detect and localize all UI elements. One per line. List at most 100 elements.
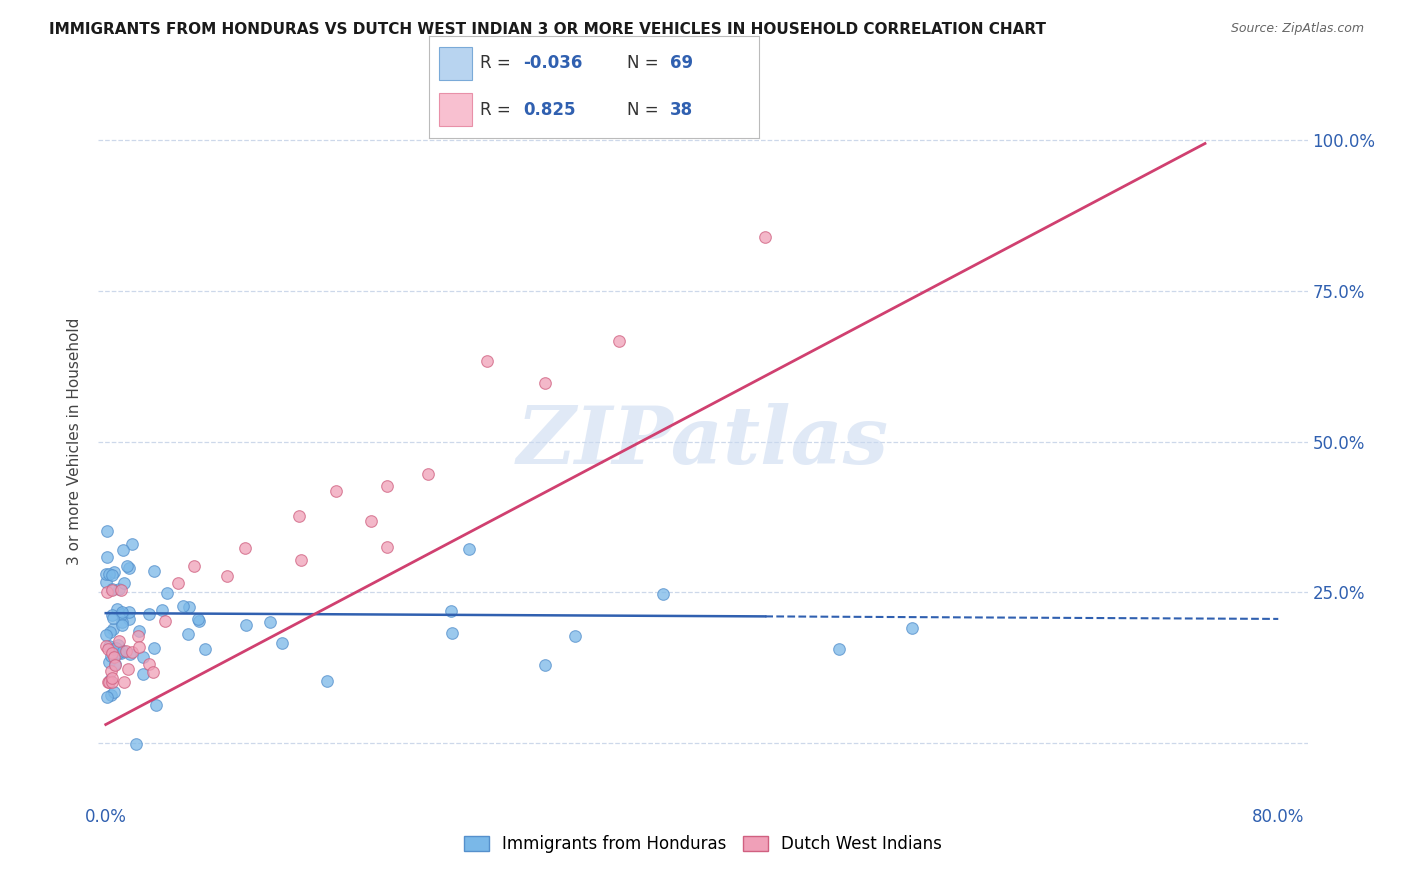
Point: [143, 641, 166, 656]
Point: [155, 586, 177, 600]
Point: [97, 675, 120, 690]
Point: [153, 614, 176, 628]
Point: [104, 657, 127, 671]
Point: [127, 629, 149, 643]
Bar: [439, 93, 472, 126]
Point: [98, 639, 121, 653]
Point: [94, 575, 117, 590]
Point: [101, 646, 124, 660]
Point: [98, 625, 121, 640]
Point: [235, 618, 257, 632]
Point: [142, 665, 165, 679]
Point: [440, 626, 463, 640]
Point: [143, 564, 166, 578]
Point: [138, 657, 160, 672]
Point: [117, 662, 139, 676]
Text: R =: R =: [479, 101, 516, 119]
Text: 69: 69: [671, 54, 693, 72]
Point: [128, 624, 150, 638]
Point: [458, 542, 481, 557]
Bar: [439, 47, 472, 79]
Point: [98, 673, 121, 687]
Point: [418, 467, 440, 481]
Point: [111, 615, 134, 630]
Point: [104, 641, 127, 656]
Point: [118, 561, 141, 575]
Point: [111, 618, 134, 632]
Text: IMMIGRANTS FROM HONDURAS VS DUTCH WEST INDIAN 3 OR MORE VEHICLES IN HOUSEHOLD CO: IMMIGRANTS FROM HONDURAS VS DUTCH WEST I…: [49, 22, 1046, 37]
Y-axis label: 3 or more Vehicles in Household: 3 or more Vehicles in Household: [67, 318, 83, 566]
Point: [94, 567, 117, 582]
Point: [107, 647, 129, 661]
Point: [290, 553, 312, 567]
Point: [138, 607, 160, 622]
Point: [100, 649, 122, 664]
Point: [125, 737, 148, 751]
Point: [607, 334, 630, 349]
Point: [101, 611, 124, 625]
Point: [96, 524, 118, 538]
Point: [259, 615, 281, 629]
Point: [98, 566, 121, 581]
Point: [101, 608, 124, 623]
Point: [96, 585, 118, 599]
Point: [145, 698, 167, 713]
Point: [183, 559, 205, 574]
Point: [375, 540, 398, 554]
Point: [112, 675, 135, 690]
Point: [101, 583, 124, 598]
Point: [101, 671, 124, 685]
Text: N =: N =: [627, 54, 664, 72]
Point: [98, 675, 121, 690]
Point: [104, 657, 127, 672]
Point: [111, 605, 134, 619]
Text: N =: N =: [627, 101, 664, 119]
Point: [97, 642, 120, 657]
Point: [121, 537, 143, 551]
Point: [100, 568, 122, 582]
Point: [111, 607, 134, 621]
Point: [564, 629, 586, 643]
Point: [101, 582, 124, 597]
Point: [121, 645, 143, 659]
Point: [100, 665, 122, 679]
Point: [111, 543, 134, 558]
Point: [375, 479, 398, 493]
Point: [440, 604, 463, 618]
Point: [110, 583, 132, 598]
Point: [120, 647, 142, 661]
Point: [651, 587, 673, 601]
Point: [194, 642, 217, 657]
Point: [115, 559, 138, 574]
Point: [128, 640, 150, 655]
Point: [112, 576, 135, 591]
Point: [475, 353, 498, 368]
Point: [97, 655, 120, 669]
Point: [111, 644, 134, 658]
Point: [177, 627, 200, 641]
Point: [103, 641, 125, 656]
Point: [187, 612, 209, 626]
Point: [96, 549, 118, 564]
Point: [187, 615, 209, 629]
Text: Source: ZipAtlas.com: Source: ZipAtlas.com: [1230, 22, 1364, 36]
Point: [534, 376, 557, 391]
Text: 38: 38: [671, 101, 693, 119]
Point: [132, 667, 155, 681]
Point: [103, 565, 125, 579]
Point: [117, 612, 139, 626]
Point: [360, 514, 382, 528]
Text: 0.825: 0.825: [523, 101, 575, 119]
Legend: Immigrants from Honduras, Dutch West Indians: Immigrants from Honduras, Dutch West Ind…: [457, 828, 949, 860]
Point: [94, 639, 117, 653]
Point: [110, 646, 132, 660]
Point: [108, 582, 131, 597]
Point: [96, 690, 118, 704]
Point: [108, 634, 131, 648]
Point: [100, 688, 122, 702]
Point: [316, 674, 339, 689]
Point: [288, 508, 311, 523]
Text: R =: R =: [479, 54, 516, 72]
Point: [100, 675, 122, 690]
Point: [827, 641, 849, 656]
